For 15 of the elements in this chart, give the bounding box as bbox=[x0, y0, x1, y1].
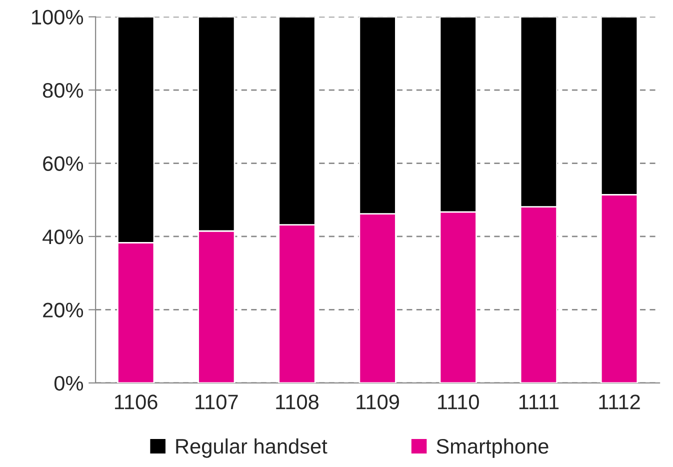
y-tick-label: 80% bbox=[42, 83, 84, 98]
y-tick-label: 100% bbox=[32, 10, 84, 25]
x-tick-label: 1111 bbox=[519, 394, 559, 410]
x-tick-label: 1112 bbox=[599, 394, 640, 410]
legend-label: Smartphone bbox=[436, 438, 548, 458]
y-tick-label: 60% bbox=[43, 156, 84, 172]
x-tick-label: 1109 bbox=[356, 394, 399, 410]
y-tick-label: 0% bbox=[54, 376, 84, 391]
y-tick-label: 40% bbox=[42, 229, 84, 244]
x-tick-label: 1110 bbox=[438, 394, 479, 410]
y-tick-label: 20% bbox=[43, 302, 84, 318]
x-tick-label: 1106 bbox=[115, 394, 158, 410]
x-tick-label: 1107 bbox=[196, 394, 238, 410]
x-tick-label: 1108 bbox=[276, 394, 318, 410]
legend-label: Regular handset bbox=[176, 438, 328, 458]
